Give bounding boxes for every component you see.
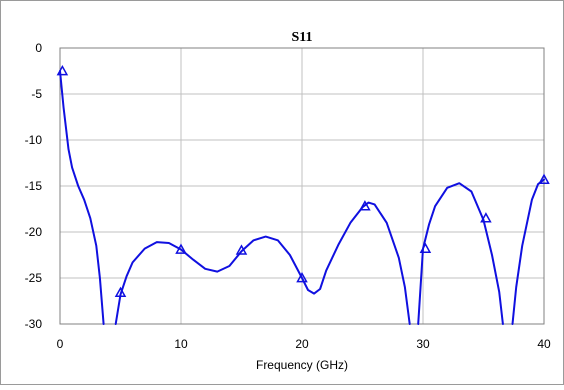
triangle-marker: [538, 173, 550, 184]
y-tick-labels: 0 -5 -10 -15 -20 -25 -30: [25, 41, 43, 331]
triangle-marker: [480, 212, 492, 223]
s11-line-segment: [114, 201, 411, 325]
y-tick-label: -25: [25, 271, 43, 285]
triangle-marker: [175, 243, 187, 254]
x-tick-label: 30: [416, 337, 430, 351]
y-tick-label: -15: [25, 179, 43, 193]
x-tick-label: 20: [295, 337, 309, 351]
triangle-marker: [359, 200, 371, 211]
y-tick-label: -10: [25, 133, 43, 147]
triangle-marker: [296, 271, 308, 283]
triangle-marker: [114, 286, 127, 298]
x-axis-label: Frequency (GHz): [256, 358, 348, 372]
chart-title: S11: [291, 30, 312, 45]
s11-markers: [56, 64, 550, 298]
y-tick-label: -20: [25, 225, 43, 239]
s11-line-segment: [417, 182, 504, 325]
triangle-marker: [56, 64, 69, 76]
x-tick-label: 0: [57, 337, 64, 351]
x-tick-label: 10: [174, 337, 188, 351]
x-tick-labels: 0 10 20 30 40: [57, 337, 551, 351]
triangle-marker: [235, 244, 248, 255]
y-tick-label: -5: [31, 87, 42, 101]
x-tick-label: 40: [537, 337, 551, 351]
triangle-marker: [419, 242, 432, 253]
s11-line-segment: [59, 70, 105, 325]
plot-area: [59, 47, 545, 325]
y-tick-label: -30: [25, 317, 43, 331]
y-tick-label: 0: [35, 41, 42, 55]
